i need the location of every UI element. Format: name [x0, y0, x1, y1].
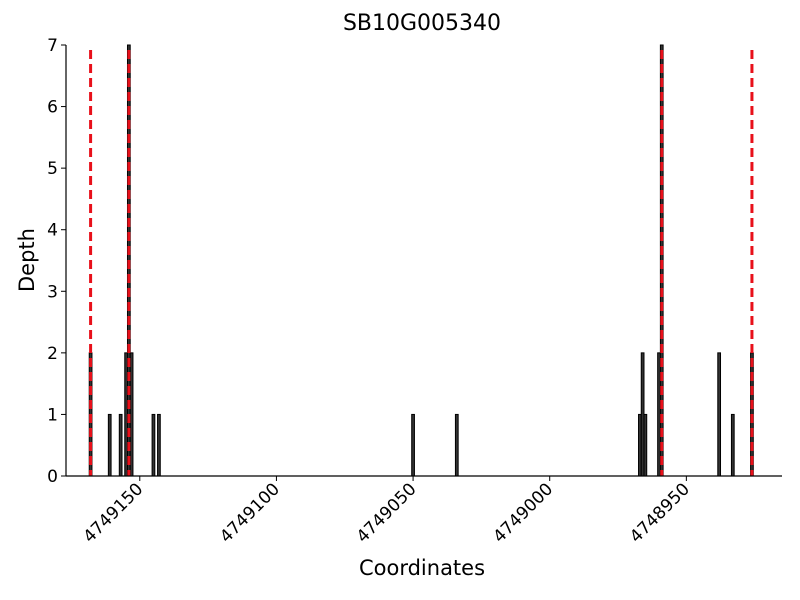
x-tick-label: 4749000 [490, 479, 558, 547]
plot-area [88, 44, 754, 477]
y-tick-label: 4 [47, 221, 58, 241]
x-tick-label: 4749050 [353, 479, 421, 547]
bar [411, 413, 415, 477]
y-tick-label: 0 [47, 467, 58, 487]
bar [118, 413, 123, 477]
x-tick-label: 4748950 [626, 479, 694, 547]
x-tick-label: 4749100 [216, 479, 284, 547]
y-tick-label: 3 [47, 282, 58, 302]
bar [730, 413, 735, 477]
chart-title: SB10G005340 [343, 11, 501, 36]
y-tick-label: 5 [47, 159, 58, 179]
bar [107, 413, 112, 477]
y-axis-label: Depth [15, 228, 39, 292]
bar [454, 413, 459, 477]
bar [717, 352, 722, 477]
bar [157, 413, 161, 477]
bar [151, 413, 156, 477]
x-axis-label: Coordinates [359, 556, 485, 580]
y-tick-label: 7 [47, 36, 58, 56]
x-tick-label: 4749150 [80, 479, 148, 547]
y-tick-label: 1 [47, 405, 58, 425]
y-tick-label: 2 [47, 344, 58, 364]
y-tick-label: 6 [47, 98, 58, 118]
bar [643, 413, 648, 477]
bar [129, 352, 134, 477]
